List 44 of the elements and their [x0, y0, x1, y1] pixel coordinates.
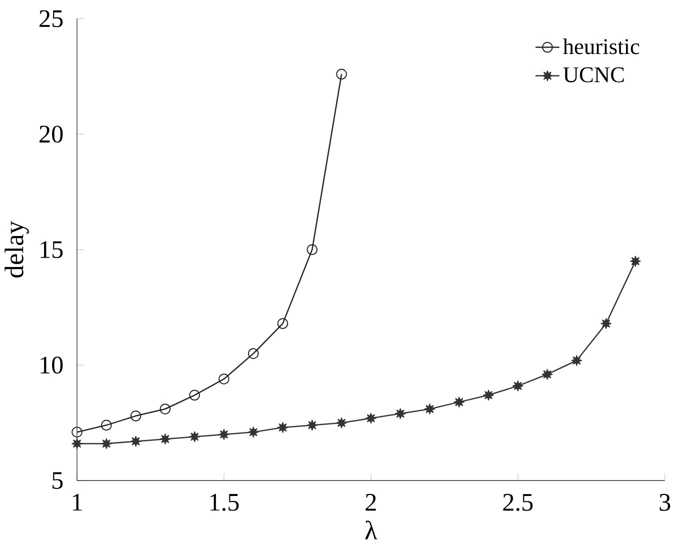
point [160, 434, 171, 445]
point [336, 418, 347, 428]
point [189, 390, 200, 401]
point [277, 318, 288, 330]
y-tick-label: 5 [52, 472, 63, 490]
x-tick-label: 2 [366, 494, 376, 511]
x-tick-label: 2.5 [503, 494, 533, 512]
point [306, 420, 318, 431]
point [72, 438, 82, 450]
point [512, 380, 524, 392]
x-tick-label: 1 [72, 494, 82, 511]
x-tick-label: 1.5 [210, 494, 239, 512]
point [630, 256, 641, 267]
point [394, 408, 406, 420]
point [101, 420, 112, 431]
point [277, 422, 288, 434]
x-tick-label: 3 [660, 494, 670, 512]
point [72, 426, 82, 438]
point [366, 413, 376, 424]
point [248, 348, 259, 360]
point [160, 404, 171, 415]
y-tick-label: 10 [40, 356, 63, 374]
legend-label: UCNC [563, 68, 624, 83]
point [130, 436, 142, 447]
point [218, 374, 230, 385]
y-tick-label: 20 [40, 126, 63, 143]
y-axis-title: delay [4, 221, 29, 278]
legend-label: heuristic [563, 38, 640, 54]
point [130, 410, 142, 422]
point [218, 429, 230, 440]
point [189, 432, 200, 442]
point [248, 426, 259, 438]
point [454, 396, 464, 408]
point [600, 318, 612, 330]
point [306, 244, 318, 256]
point [483, 390, 494, 401]
x-axis-title: λ [365, 520, 378, 540]
point [336, 68, 347, 80]
y-tick-label: 25 [40, 10, 63, 28]
y-tick-label: 15 [40, 241, 63, 258]
point [542, 369, 553, 380]
point [571, 355, 582, 366]
point [424, 404, 436, 415]
point [101, 438, 112, 450]
